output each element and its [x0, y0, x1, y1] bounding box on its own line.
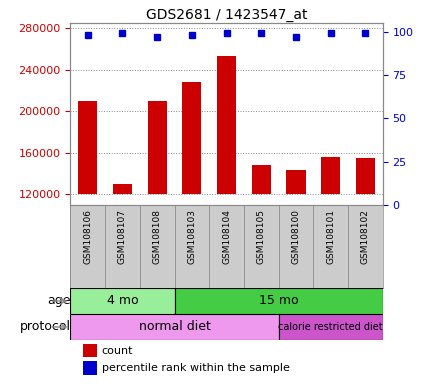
Bar: [348, 205, 383, 288]
Bar: [175, 288, 383, 314]
Bar: [313, 205, 348, 288]
Bar: [70, 205, 105, 288]
Bar: [70, 288, 175, 314]
Text: GSM108101: GSM108101: [326, 209, 335, 264]
Bar: [279, 205, 313, 288]
Text: protocol: protocol: [20, 321, 71, 333]
Bar: [70, 314, 279, 340]
Text: calorie restricted diet: calorie restricted diet: [279, 322, 383, 332]
Title: GDS2681 / 1423547_at: GDS2681 / 1423547_at: [146, 8, 308, 22]
Bar: [182, 82, 202, 194]
Text: percentile rank within the sample: percentile rank within the sample: [102, 363, 290, 373]
Bar: [252, 166, 271, 194]
Bar: [148, 101, 167, 194]
Text: GSM108106: GSM108106: [83, 209, 92, 264]
Bar: [209, 205, 244, 288]
Bar: [78, 101, 97, 194]
Text: GSM108102: GSM108102: [361, 209, 370, 264]
Text: normal diet: normal diet: [139, 321, 210, 333]
Bar: [286, 170, 305, 194]
Bar: [175, 205, 209, 288]
Bar: [321, 157, 340, 194]
Bar: [279, 314, 383, 340]
Bar: [105, 205, 140, 288]
Bar: [83, 344, 97, 358]
Bar: [83, 361, 97, 374]
Text: GSM108104: GSM108104: [222, 209, 231, 264]
Text: 15 mo: 15 mo: [259, 295, 298, 308]
Text: GSM108103: GSM108103: [187, 209, 196, 264]
Bar: [140, 205, 175, 288]
Bar: [356, 158, 375, 194]
Text: 4 mo: 4 mo: [106, 295, 138, 308]
Bar: [217, 56, 236, 194]
Bar: [244, 205, 279, 288]
Text: count: count: [102, 346, 133, 356]
Bar: [113, 184, 132, 194]
Text: GSM108100: GSM108100: [292, 209, 301, 264]
Text: GSM108108: GSM108108: [153, 209, 161, 264]
Text: GSM108105: GSM108105: [257, 209, 266, 264]
Text: GSM108107: GSM108107: [118, 209, 127, 264]
Text: age: age: [48, 295, 71, 308]
